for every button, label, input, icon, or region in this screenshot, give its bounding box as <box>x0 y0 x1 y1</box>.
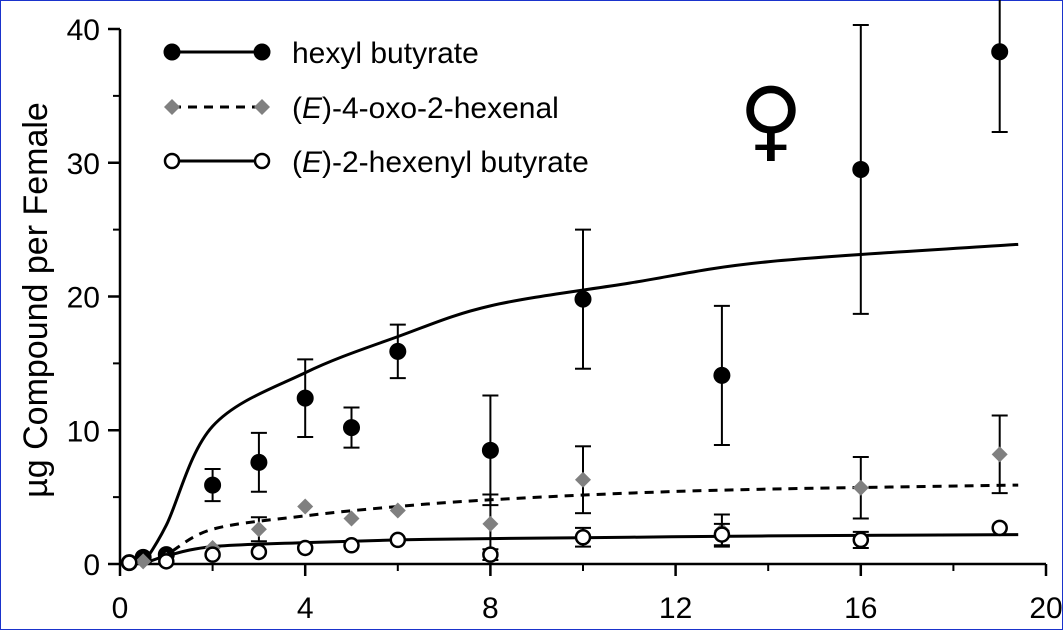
y-tick-label: 40 <box>67 14 100 47</box>
data-point-1 <box>575 471 591 488</box>
data-point-1 <box>389 502 406 519</box>
data-point-2 <box>296 539 314 557</box>
data-point-0 <box>574 290 592 308</box>
data-point-2 <box>121 554 138 571</box>
data-point-0 <box>250 453 268 471</box>
data-point-0 <box>389 342 407 360</box>
data-point-1 <box>250 521 267 538</box>
legend-marker <box>163 152 181 170</box>
x-tick-label: 20 <box>1029 592 1062 625</box>
data-point-2 <box>991 519 1008 537</box>
data-point-0 <box>343 419 360 437</box>
legend-marker <box>254 99 270 115</box>
fit-curve-1 <box>142 483 1019 566</box>
y-axis-label: µg Compound per Female <box>17 102 55 498</box>
data-point-2 <box>250 543 268 561</box>
data-point-1 <box>991 446 1008 463</box>
data-point-0 <box>296 389 314 407</box>
y-tick-label: 20 <box>67 282 100 315</box>
y-tick-label: 30 <box>67 148 100 181</box>
x-tick-label: 8 <box>482 592 499 625</box>
x-tick-label: 16 <box>844 592 877 625</box>
data-point-1 <box>343 510 360 527</box>
fit-curve-0 <box>141 242 1019 565</box>
data-marks <box>120 0 1009 572</box>
data-point-2 <box>389 531 407 549</box>
data-point-2 <box>852 531 870 549</box>
data-point-0 <box>481 441 499 459</box>
data-point-2 <box>713 526 731 543</box>
data-point-2 <box>343 537 360 554</box>
x-tick-label: 4 <box>297 592 314 625</box>
data-point-0 <box>852 160 870 178</box>
axes: 0 4 8 12 16 20 0 10 20 30 40 <box>67 14 1063 625</box>
x-tick-label: 0 <box>112 592 129 625</box>
fit-curves <box>141 242 1019 566</box>
data-point-2 <box>482 546 499 563</box>
data-point-1 <box>135 553 152 570</box>
data-point-1 <box>297 498 314 515</box>
x-tick-label: 12 <box>659 592 692 625</box>
legend-marker <box>253 152 271 170</box>
y-tick-label: 10 <box>67 415 100 448</box>
data-point-0 <box>713 366 731 384</box>
fit-curve-2 <box>142 533 1019 566</box>
legend-label: (E)-4-oxo-2-hexenal <box>292 92 559 125</box>
legend-marker <box>253 43 271 61</box>
legend-label: (E)-2-hexenyl butyrate <box>292 146 589 179</box>
data-point-1 <box>482 515 499 532</box>
data-point-2 <box>158 553 175 570</box>
legend-label: hexyl butyrate <box>292 37 479 70</box>
data-point-0 <box>204 476 222 494</box>
data-point-2 <box>574 529 592 546</box>
legend: hexyl butyrate (E)-4-oxo-2-hexenal (E)-2-h… <box>163 37 589 179</box>
data-point-0 <box>991 43 1009 61</box>
data-point-2 <box>204 546 221 563</box>
legend-marker <box>164 99 180 115</box>
y-tick-label: 0 <box>83 549 100 582</box>
data-point-1 <box>852 479 869 496</box>
legend-marker <box>163 43 181 61</box>
female-symbol-annotation: ♀ <box>739 68 803 171</box>
